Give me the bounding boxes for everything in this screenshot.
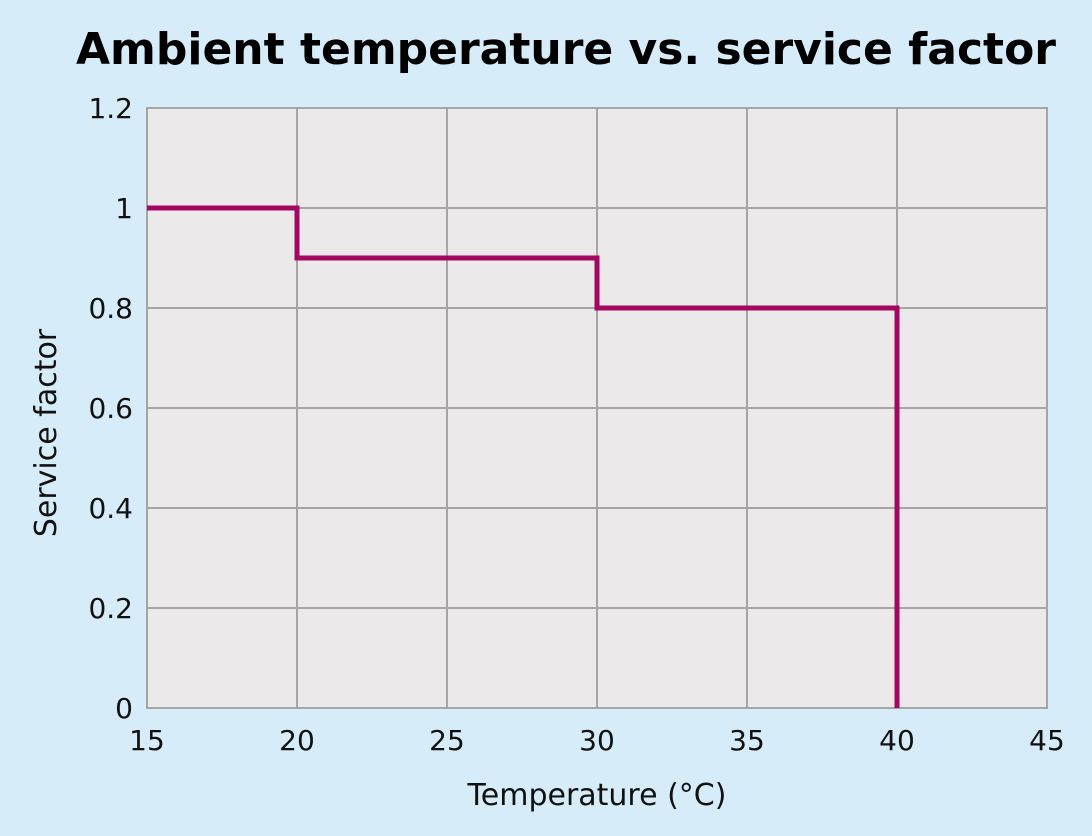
y-axis-label: Service factor <box>29 328 64 537</box>
y-axis-ticks: 0 0.2 0.4 0.6 0.8 1 1.2 <box>88 92 133 725</box>
y-tick-label: 0.8 <box>88 292 133 325</box>
y-tick-label: 0.2 <box>88 592 133 625</box>
y-tick-label: 0.6 <box>88 392 133 425</box>
y-tick-label: 1.2 <box>88 92 133 125</box>
x-tick-label: 25 <box>429 724 465 757</box>
x-tick-label: 30 <box>579 724 615 757</box>
y-tick-label: 0.4 <box>88 492 133 525</box>
chart-title: Ambient temperature vs. service factor <box>76 24 1056 75</box>
x-axis-ticks: 15 20 25 30 35 40 45 <box>129 724 1065 757</box>
x-tick-label: 35 <box>729 724 765 757</box>
y-tick-label: 0 <box>115 692 133 725</box>
y-tick-label: 1 <box>115 192 133 225</box>
x-tick-label: 40 <box>879 724 915 757</box>
x-tick-label: 20 <box>279 724 315 757</box>
series-line <box>147 205 900 708</box>
x-tick-label: 15 <box>129 724 165 757</box>
x-axis-label: Temperature (°C) <box>467 778 727 813</box>
series-layer <box>147 205 900 708</box>
x-tick-label: 45 <box>1029 724 1065 757</box>
